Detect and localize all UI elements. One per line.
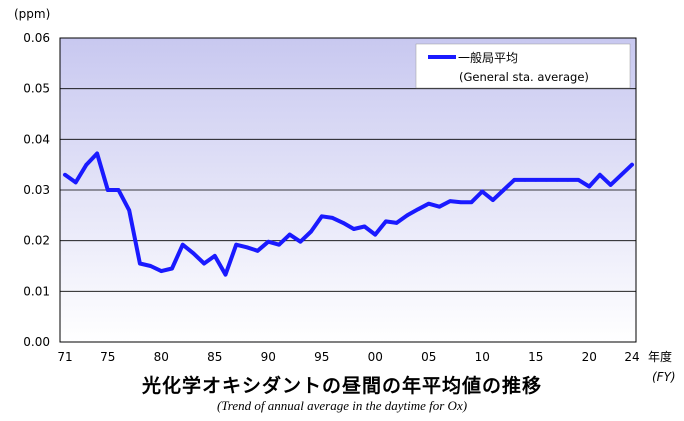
data-point xyxy=(426,201,431,206)
x-tick-label: 85 xyxy=(207,350,222,364)
x-tick-label: 90 xyxy=(261,350,276,364)
data-point xyxy=(544,178,549,182)
data-point xyxy=(587,184,592,189)
data-point xyxy=(73,180,78,185)
x-tick-label: 80 xyxy=(154,350,169,364)
data-point xyxy=(298,239,303,244)
data-point xyxy=(352,227,356,231)
data-point xyxy=(341,221,345,225)
data-point xyxy=(116,188,121,192)
data-point xyxy=(491,198,495,202)
data-point xyxy=(394,221,399,225)
data-point xyxy=(416,207,420,212)
data-point xyxy=(234,242,238,247)
data-point xyxy=(373,232,378,237)
data-point xyxy=(384,219,388,224)
y-tick-label: 0.04 xyxy=(23,132,50,146)
data-point xyxy=(319,214,324,219)
y-tick-label: 0.00 xyxy=(23,335,50,349)
y-tick-label: 0.02 xyxy=(23,234,50,248)
data-point xyxy=(159,269,164,273)
data-point xyxy=(469,200,474,204)
x-tick-label: 05 xyxy=(421,350,436,364)
data-point xyxy=(245,245,249,250)
data-point xyxy=(191,251,196,256)
x-tick-label: 00 xyxy=(368,350,383,364)
data-point xyxy=(266,239,271,244)
data-point xyxy=(170,266,174,271)
y-axis-label: (ppm) xyxy=(14,7,50,21)
data-point xyxy=(555,178,559,182)
data-point xyxy=(84,162,89,167)
x-tick-labels: 71 75 80 85 90 95 00 05 10 15 20 24 xyxy=(57,350,639,364)
chart-subtitle: (Trend of annual average in the daytime … xyxy=(216,398,468,413)
data-point xyxy=(405,213,410,218)
x-tick-label: 95 xyxy=(314,350,329,364)
data-point xyxy=(287,232,292,237)
y-tick-labels: 0.00 0.01 0.02 0.03 0.04 0.05 0.06 xyxy=(23,31,50,349)
series-lines xyxy=(63,151,634,277)
data-point xyxy=(212,254,217,258)
data-point xyxy=(576,178,581,182)
x-tick-label: 20 xyxy=(582,350,597,364)
data-point xyxy=(138,261,142,266)
data-point xyxy=(148,264,153,268)
data-point xyxy=(630,162,634,167)
data-point xyxy=(63,173,67,177)
data-point xyxy=(127,208,131,213)
x-tick-label: 75 xyxy=(100,350,115,364)
data-point xyxy=(223,272,228,277)
data-point xyxy=(459,200,463,204)
y-tick-label: 0.05 xyxy=(23,82,50,96)
data-point xyxy=(566,178,570,182)
x-tick-label: 15 xyxy=(528,350,543,364)
data-point xyxy=(608,183,613,187)
data-point xyxy=(202,261,206,266)
data-point xyxy=(533,178,538,182)
x-tick-label: 24 xyxy=(624,350,639,364)
data-point xyxy=(180,242,185,247)
data-point xyxy=(480,189,485,194)
grid-lines xyxy=(60,88,636,292)
chart-title: 光化学オキシダントの昼間の年平均値の推移 xyxy=(141,375,542,397)
plot-border xyxy=(59,37,637,343)
data-point xyxy=(523,178,527,182)
data-point xyxy=(277,242,281,247)
data-point xyxy=(501,188,506,192)
legend-label-sub: (General sta. average) xyxy=(459,70,589,84)
data-point xyxy=(362,224,367,229)
data-point xyxy=(448,199,452,203)
y-tick-label: 0.06 xyxy=(23,31,50,45)
data-point xyxy=(330,216,335,220)
legend-label: 一般局平均 xyxy=(458,50,518,65)
legend-box xyxy=(415,43,631,89)
data-point xyxy=(255,249,260,253)
data-point xyxy=(95,151,99,156)
data-point xyxy=(598,173,602,177)
y-tick-label: 0.03 xyxy=(23,183,50,197)
data-point xyxy=(105,188,110,192)
y-tick-label: 0.01 xyxy=(23,284,50,298)
legend: 一般局平均 (General sta. average) xyxy=(415,43,631,89)
data-point xyxy=(437,204,442,209)
x-tick-label: 10 xyxy=(475,350,490,364)
data-point xyxy=(512,178,517,182)
data-point xyxy=(309,229,313,234)
x-axis-label-sub: (FY) xyxy=(652,370,676,384)
data-point xyxy=(619,173,624,177)
x-axis-label: 年度 xyxy=(648,349,672,364)
x-tick-label: 71 xyxy=(57,350,72,364)
